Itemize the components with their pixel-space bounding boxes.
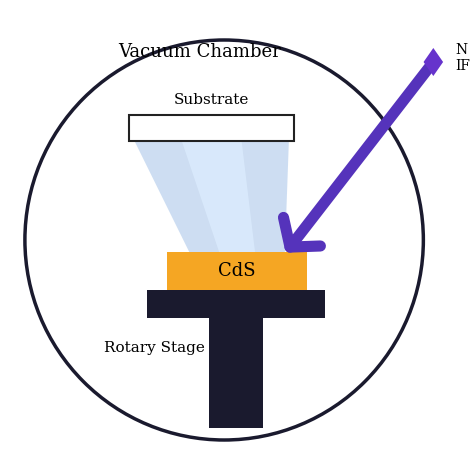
Bar — [167, 252, 307, 290]
Bar — [209, 318, 263, 428]
Text: Vacuum Chamber: Vacuum Chamber — [118, 43, 281, 61]
Bar — [147, 290, 325, 318]
Polygon shape — [182, 141, 255, 252]
Text: CdS: CdS — [218, 262, 256, 280]
Text: Substrate: Substrate — [174, 93, 249, 107]
Polygon shape — [135, 141, 289, 252]
Polygon shape — [424, 48, 443, 76]
Text: N
IF: N IF — [455, 43, 470, 73]
Text: Rotary Stage: Rotary Stage — [104, 341, 205, 355]
Bar — [129, 115, 294, 141]
